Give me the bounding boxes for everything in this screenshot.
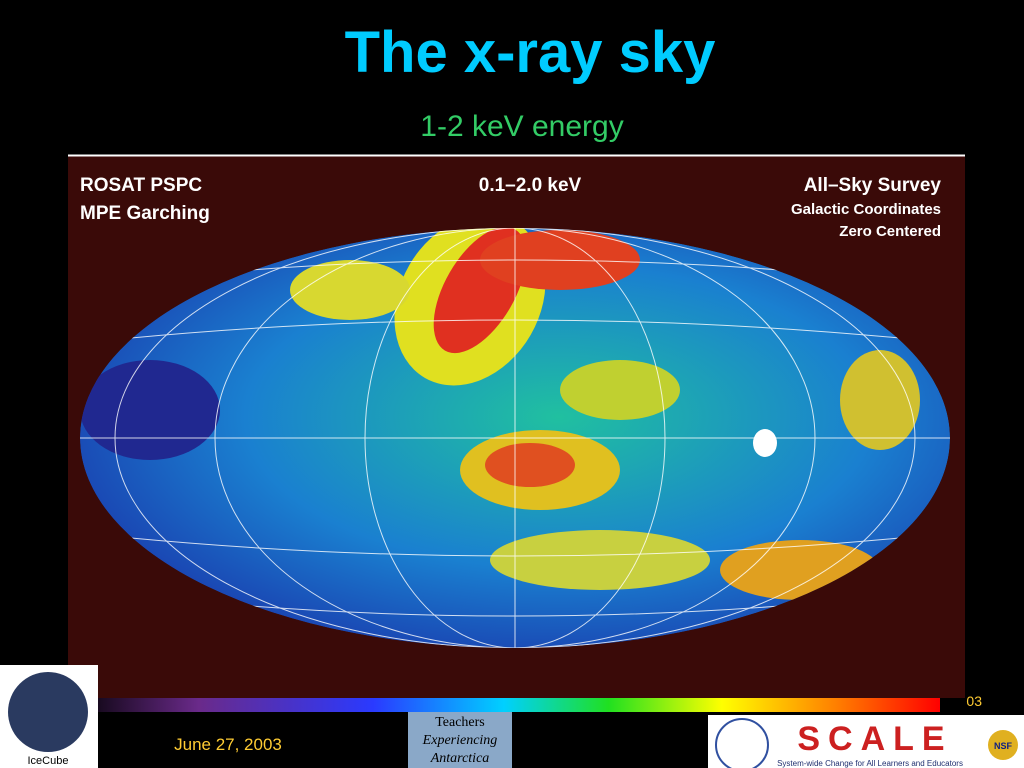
logo-text: SCALE — [797, 720, 952, 758]
map-label: 0.1–2.0 keV — [479, 175, 582, 196]
map-label: ROSAT PSPC — [80, 175, 202, 196]
logo-text: System-wide Change for All Learners and … — [777, 759, 963, 768]
logo-right — [708, 715, 1024, 768]
footer-date: June 27, 2003 — [174, 735, 282, 754]
subtitle: 1-2 keV energy — [420, 110, 623, 143]
logo-text: Teachers — [435, 715, 485, 730]
logo-middle — [408, 712, 512, 768]
logo-circle — [715, 718, 769, 768]
rainbow-bar — [68, 698, 940, 712]
map-label: MPE Garching — [80, 203, 210, 224]
logo-globe — [8, 672, 88, 752]
logo-text: Antarctica — [430, 751, 490, 766]
logo-text: NSF — [994, 741, 1013, 751]
nsf-badge — [988, 730, 1018, 760]
logo-text: Experiencing — [422, 733, 498, 748]
logo-text: IceCube — [28, 755, 69, 767]
map-label: Galactic Coordinates — [791, 201, 941, 218]
title: The x-ray sky — [345, 20, 716, 85]
map-label: All–Sky Survey — [804, 175, 942, 196]
sky-map — [80, 228, 950, 648]
map-label: Zero Centered — [839, 223, 941, 240]
page-number: 03 — [966, 693, 982, 709]
